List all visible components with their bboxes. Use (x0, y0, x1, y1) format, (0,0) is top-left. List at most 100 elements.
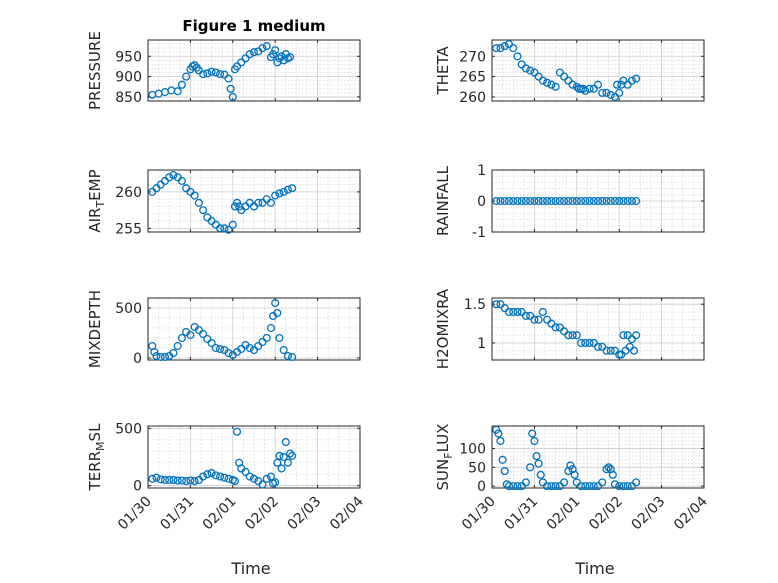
data-point (232, 427, 242, 436)
data-point (604, 463, 613, 472)
data-point (285, 449, 295, 458)
y-tick-label: 500 (115, 421, 142, 437)
data-point (271, 191, 280, 200)
data-point (629, 346, 639, 355)
subplot-4: -1 0 1 RAINFALL (434, 163, 705, 241)
data-point (560, 478, 569, 487)
data-point (216, 224, 225, 233)
data-point (589, 196, 598, 206)
data-point (632, 478, 641, 487)
data-point (182, 477, 191, 486)
data-point (513, 196, 522, 206)
data-point (279, 452, 288, 462)
data-point (165, 475, 174, 485)
data-point (211, 343, 220, 353)
data-point (245, 343, 254, 353)
data-point (190, 477, 199, 486)
data-point (543, 196, 552, 206)
data-point (538, 76, 547, 85)
data-point (199, 329, 208, 339)
data-point (283, 185, 292, 194)
data-point (606, 90, 615, 99)
data-point (581, 86, 590, 95)
data-point (150, 347, 159, 357)
data-point (610, 92, 620, 101)
data-point (207, 67, 216, 76)
data-point (547, 482, 556, 491)
data-point (513, 307, 522, 317)
data-point (224, 74, 233, 83)
y-axis-label: TERRMSL (86, 423, 107, 492)
data-point (186, 476, 195, 485)
data-point (216, 472, 225, 481)
data-point (593, 80, 603, 89)
data-point (500, 42, 509, 51)
data-point (160, 352, 170, 362)
data-point (288, 451, 297, 460)
data-point (530, 315, 539, 324)
data-point (593, 196, 603, 206)
data-point (156, 475, 165, 484)
data-point (602, 196, 611, 206)
data-point (500, 196, 509, 206)
y-tick-label: 100 (459, 442, 486, 458)
y-axis-label: MIXDEPTH (86, 290, 104, 368)
data-point (513, 482, 522, 491)
data-point (551, 482, 560, 491)
y-tick-label: 1 (477, 336, 486, 352)
data-point (237, 344, 246, 354)
data-point (606, 346, 615, 355)
data-point (224, 348, 233, 358)
data-point (547, 80, 556, 89)
data-point (190, 61, 199, 70)
data-point (262, 333, 271, 343)
data-point (254, 198, 263, 207)
y-tick-label: 50 (468, 460, 486, 476)
data-point (555, 68, 564, 77)
data-point (560, 196, 569, 206)
y-tick-label: 260 (115, 185, 142, 201)
data-point (613, 80, 622, 89)
axes-box (491, 297, 705, 361)
y-tick-label: 0 (477, 194, 486, 210)
y-tick-label: 0 (133, 479, 142, 495)
y-tick-label: 850 (115, 90, 142, 106)
data-point (496, 44, 505, 53)
data-point (504, 196, 514, 206)
data-point (224, 225, 233, 234)
data-point (619, 76, 628, 85)
data-point (160, 475, 170, 485)
chart-title: Figure 1 medium (182, 17, 325, 35)
y-axis-label: H2OMIXRA (434, 288, 452, 369)
data-point (632, 196, 641, 206)
data-point (517, 196, 526, 206)
data-point (249, 345, 259, 355)
data-point (271, 298, 280, 308)
data-point (632, 331, 641, 340)
data-point (602, 88, 611, 97)
data-point (203, 334, 212, 344)
data-point (623, 482, 632, 491)
data-point (228, 220, 237, 229)
data-point (266, 323, 276, 333)
data-point (509, 44, 518, 53)
y-tick-label: 1 (477, 163, 486, 179)
data-point (254, 341, 263, 351)
y-tick-label: 1.5 (464, 297, 486, 313)
data-point (169, 348, 178, 358)
data-point (572, 196, 581, 206)
subplot-2: 260 265 270 THETA (434, 39, 705, 106)
data-point (581, 482, 590, 491)
data-point (581, 196, 590, 206)
data-point (602, 346, 611, 355)
y-tick-label: 255 (115, 221, 142, 237)
data-point (536, 470, 545, 479)
data-point (207, 469, 216, 478)
data-point (249, 48, 259, 57)
data-point (173, 341, 182, 351)
data-point (538, 307, 547, 317)
data-point (211, 68, 220, 77)
x-axis-label-right: Time (574, 559, 614, 578)
data-point (245, 50, 254, 59)
data-point (568, 331, 577, 340)
